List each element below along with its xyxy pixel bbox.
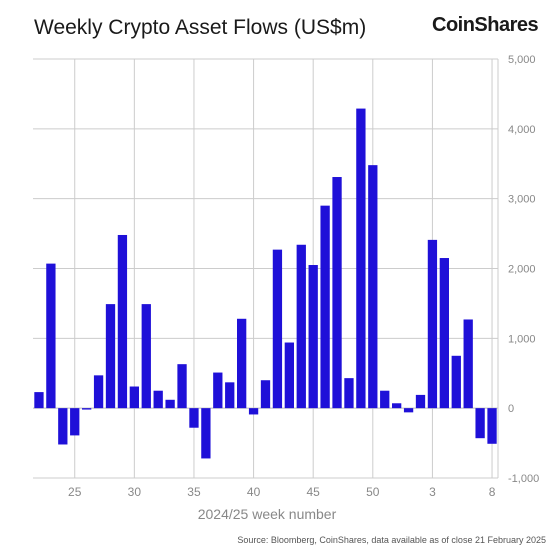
bar-week-43 (284, 342, 294, 409)
coinshares-logo: CoinShares (432, 14, 539, 36)
y-tick-label: 3,000 (508, 194, 536, 206)
bar-week-2 (415, 394, 426, 409)
bar-week-23 (46, 263, 56, 409)
bar-week-34 (177, 364, 187, 409)
x-tick-label: 50 (366, 485, 380, 499)
bar-week-45 (308, 265, 318, 409)
y-tick-label: -1,000 (508, 473, 539, 485)
bar-week-33 (165, 399, 175, 409)
chart-bars (34, 108, 497, 459)
bar-week-49 (356, 108, 366, 409)
bar-week-44 (296, 244, 306, 409)
x-tick-label: 40 (247, 485, 261, 499)
x-axis-label: 2024/25 week number (198, 506, 337, 522)
y-tick-label: 2,000 (508, 264, 536, 276)
bar-week-41 (260, 380, 271, 409)
y-tick-label: 0 (508, 403, 514, 415)
bar-week-8 (487, 408, 497, 444)
bar-week-25 (70, 408, 80, 436)
bar-week-35 (189, 408, 199, 428)
bar-week-28 (105, 304, 116, 409)
bar-week-4 (439, 258, 449, 409)
bar-week-47 (332, 177, 342, 409)
bar-week-48 (344, 378, 354, 409)
x-tick-label: 30 (128, 485, 142, 499)
source-note: Source: Bloomberg, CoinShares, data avai… (237, 535, 546, 545)
y-tick-label: 1,000 (508, 333, 536, 345)
y-tick-label: 5,000 (508, 54, 536, 66)
bar-week-1 (403, 408, 414, 413)
x-tick-label: 35 (187, 485, 201, 499)
bar-week-7 (475, 408, 485, 439)
bar-week-42 (272, 249, 283, 409)
bar-week-3 (427, 239, 438, 409)
y-tick-label: 4,000 (508, 124, 536, 136)
bar-week-37 (213, 372, 223, 409)
bar-week-40 (248, 408, 259, 415)
bar-week-36 (201, 408, 211, 459)
bar-week-50 (368, 165, 378, 409)
bar-week-27 (93, 375, 104, 409)
bar-week-51 (380, 390, 390, 409)
bar-week-38 (225, 382, 235, 409)
bar-week-22 (34, 392, 44, 409)
chart-title: Weekly Crypto Asset Flows (US$m) (34, 16, 367, 39)
bar-week-46 (320, 205, 330, 409)
bar-week-24 (58, 408, 68, 445)
bar-week-32 (153, 390, 163, 409)
bar-week-52 (392, 403, 402, 409)
bar-week-31 (141, 304, 151, 409)
bar-week-6 (463, 319, 473, 409)
x-tick-label: 8 (489, 485, 496, 499)
x-tick-label: 25 (68, 485, 82, 499)
chart-axes: -1,000 0 1,000 2,000 3,000 4,000 5,000 25 30 35 40… (68, 54, 539, 499)
x-tick-label: 3 (429, 485, 436, 499)
bar-week-26 (82, 408, 92, 410)
bar-week-30 (129, 386, 139, 409)
bar-week-39 (237, 318, 247, 409)
x-tick-label: 45 (307, 485, 321, 499)
bar-week-29 (117, 234, 128, 409)
bar-week-5 (451, 355, 461, 409)
